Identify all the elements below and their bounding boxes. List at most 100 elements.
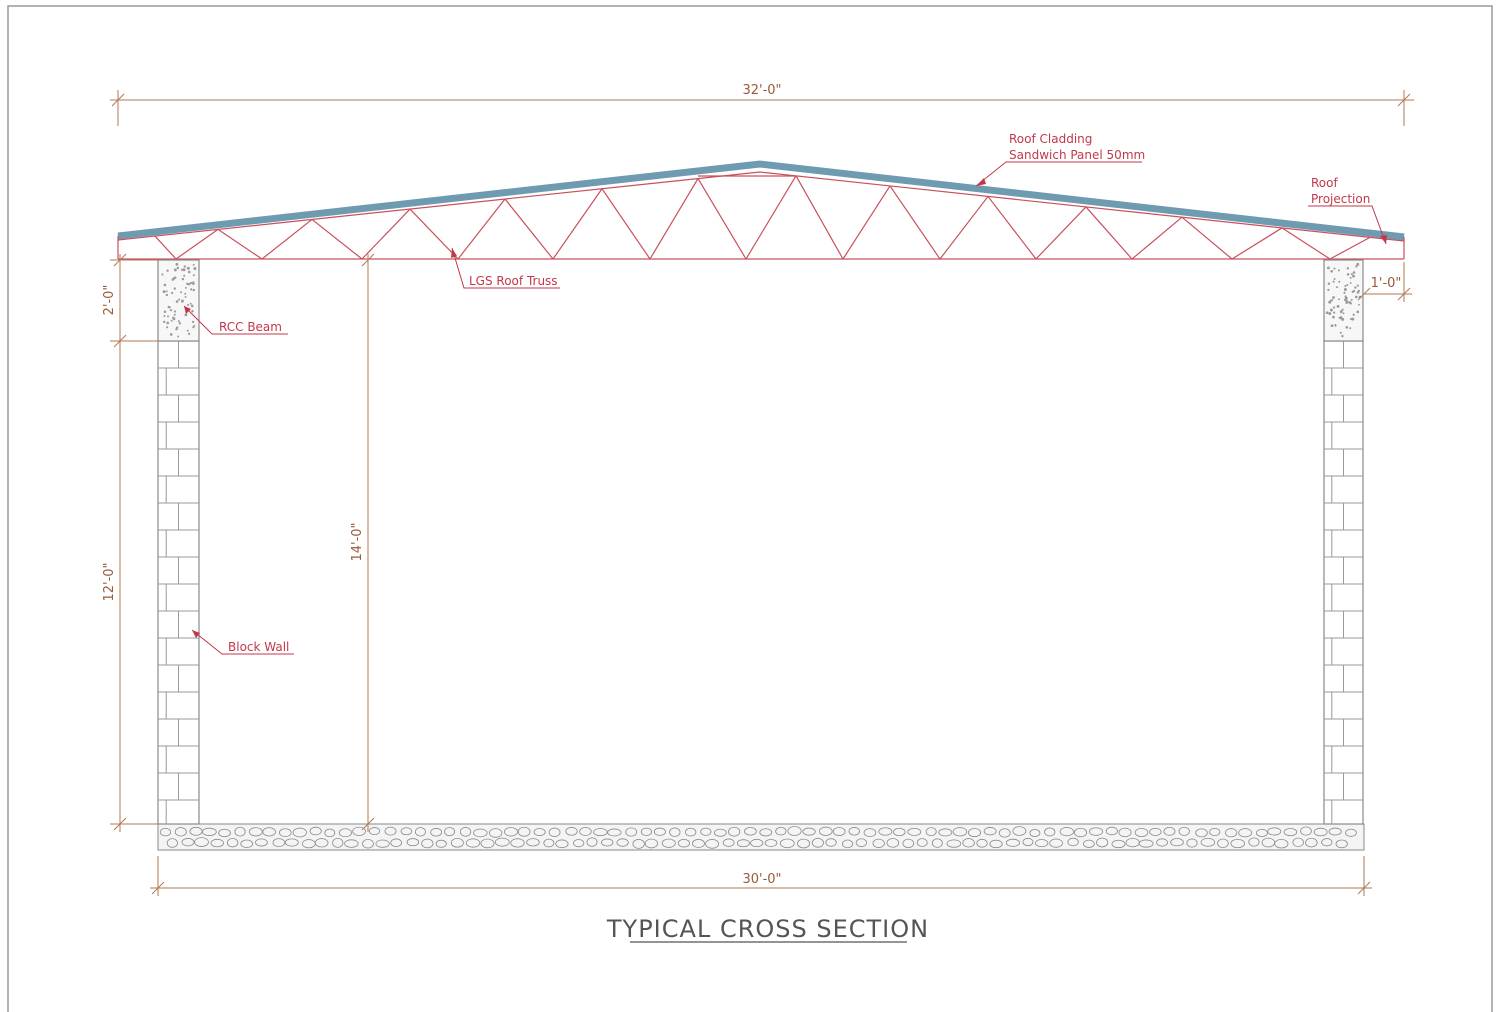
rubble-stone bbox=[1005, 838, 1020, 847]
concrete-aggregate-dot bbox=[1350, 273, 1354, 276]
rubble-stone bbox=[819, 826, 833, 836]
truss-web-member bbox=[1181, 216, 1233, 260]
concrete-aggregate-dot bbox=[1346, 273, 1350, 276]
concrete-aggregate-dot bbox=[178, 298, 181, 301]
rubble-stone bbox=[832, 827, 846, 836]
rubble-stone bbox=[332, 837, 344, 848]
rubble-stone bbox=[886, 838, 900, 848]
rubble-stone bbox=[640, 827, 652, 836]
rubble-stone bbox=[218, 828, 231, 838]
rubble-stone bbox=[1274, 838, 1289, 849]
roof-projection-leader bbox=[1308, 205, 1387, 245]
concrete-aggregate-dot bbox=[1352, 271, 1356, 274]
concrete-aggregate-dot bbox=[1330, 269, 1334, 273]
rubble-stone bbox=[194, 837, 209, 847]
dimension-total-height-label: 14'-0" bbox=[350, 522, 365, 561]
rubble-stone bbox=[517, 826, 531, 837]
rubble-stone bbox=[248, 827, 263, 837]
concrete-aggregate-dot bbox=[1327, 288, 1330, 291]
rubble-stone bbox=[579, 827, 592, 836]
concrete-aggregate-dot bbox=[1333, 267, 1336, 270]
concrete-aggregate-dot bbox=[1354, 286, 1357, 289]
rubble-stone bbox=[262, 827, 276, 837]
truss-web-member bbox=[939, 196, 989, 260]
roof-cladding-leader bbox=[975, 161, 1142, 187]
rubble-stone bbox=[989, 839, 1003, 849]
concrete-aggregate-dot bbox=[173, 287, 176, 290]
rubble-stone bbox=[240, 839, 254, 848]
rubble-stone bbox=[284, 838, 299, 847]
rubble-stone bbox=[916, 838, 928, 847]
rubble-stone bbox=[1200, 837, 1216, 847]
rubble-stone bbox=[368, 827, 381, 835]
rubble-stone bbox=[1248, 837, 1260, 847]
rubble-stone bbox=[1149, 827, 1162, 836]
concrete-aggregate-dot bbox=[161, 273, 164, 276]
rubble-stone bbox=[998, 828, 1011, 838]
rubble-stone bbox=[1321, 838, 1333, 847]
rubble-stone bbox=[787, 826, 802, 836]
rubble-stone bbox=[779, 838, 795, 849]
concrete-aggregate-dot bbox=[1329, 308, 1333, 312]
concrete-aggregate-dot bbox=[1356, 291, 1360, 294]
concrete-aggregate-dot bbox=[177, 320, 180, 323]
block-wall-leader bbox=[191, 629, 294, 655]
truss-web-member bbox=[217, 228, 263, 260]
concrete-aggregate-dot bbox=[193, 267, 197, 271]
concrete-aggregate-dot bbox=[1339, 316, 1343, 320]
rubble-stone bbox=[1118, 827, 1132, 838]
rubble-stone bbox=[586, 837, 598, 847]
rubble-stone bbox=[375, 839, 390, 848]
concrete-aggregate-dot bbox=[1349, 276, 1352, 279]
concrete-aggregate-dot bbox=[1330, 298, 1333, 302]
roof-cladding bbox=[117, 160, 1405, 241]
rubble-stone bbox=[952, 827, 968, 837]
drawing-title: TYPICAL CROSS SECTION bbox=[606, 915, 929, 943]
rubble-stone bbox=[1209, 827, 1221, 836]
rubble-stone bbox=[1267, 827, 1282, 836]
concrete-aggregate-dot bbox=[1332, 280, 1335, 283]
rubble-stone bbox=[872, 838, 885, 848]
rubble-stone bbox=[174, 827, 187, 837]
rubble-stone bbox=[797, 838, 811, 849]
truss-web-member bbox=[1281, 227, 1331, 260]
rubble-stone bbox=[390, 838, 403, 847]
concrete-aggregate-dot bbox=[192, 274, 195, 277]
rubble-stone bbox=[1073, 827, 1088, 838]
rubble-stone bbox=[764, 839, 778, 847]
concrete-aggregate-dot bbox=[186, 266, 190, 270]
concrete-aggregate-dot bbox=[175, 300, 179, 303]
concrete-aggregate-dot bbox=[1343, 291, 1346, 294]
rubble-stone bbox=[714, 828, 727, 837]
roof-projection-label-line2: Projection bbox=[1311, 192, 1370, 206]
rubble-stone bbox=[421, 838, 434, 849]
rubble-stone bbox=[1044, 827, 1056, 837]
rubble-stone bbox=[384, 826, 397, 836]
truss-web-member bbox=[842, 185, 891, 260]
rubble-stone bbox=[1170, 838, 1184, 847]
concrete-aggregate-dot bbox=[165, 293, 169, 297]
concrete-aggregate-dot bbox=[1352, 313, 1355, 316]
rubble-stone bbox=[1225, 828, 1238, 838]
concrete-aggregate-dot bbox=[1339, 310, 1343, 314]
lgs-truss-leader bbox=[451, 247, 560, 289]
rubble-stone bbox=[488, 828, 503, 838]
truss-web-member bbox=[601, 188, 651, 260]
rubble-stone bbox=[324, 828, 336, 838]
truss-web-member bbox=[361, 208, 411, 260]
concrete-aggregate-dot bbox=[1349, 282, 1352, 285]
rubble-stone bbox=[573, 839, 585, 848]
rubble-stone bbox=[1230, 838, 1245, 849]
rubble-stone bbox=[931, 838, 943, 848]
concrete-aggregate-dot bbox=[1355, 265, 1358, 268]
concrete-aggregate-dot bbox=[172, 317, 176, 321]
dimension-base-width-label: 30'-0" bbox=[742, 872, 781, 887]
rubble-stone bbox=[1059, 827, 1075, 837]
dimension-beam-height-label: 2'-0" bbox=[102, 285, 117, 316]
truss-web-member bbox=[504, 198, 554, 260]
roof-projection-label-line1: Roof bbox=[1311, 176, 1338, 190]
rubble-stone bbox=[533, 828, 546, 836]
concrete-aggregate-dot bbox=[1327, 266, 1330, 270]
rubble-stone bbox=[811, 837, 824, 848]
